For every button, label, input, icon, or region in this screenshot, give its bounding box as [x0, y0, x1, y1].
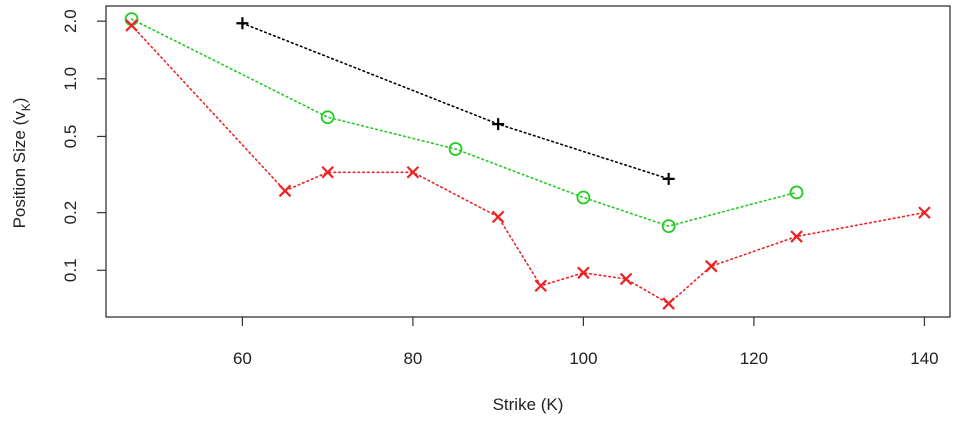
circle-marker: [576, 190, 591, 205]
y-tick-label: 1.0: [61, 67, 80, 91]
y-axis-label-close: ): [10, 98, 29, 104]
x-marker: [278, 184, 292, 198]
y-axis-label-main: Position Size (v: [10, 111, 29, 229]
x-tick-label: 120: [740, 349, 768, 368]
y-tick-label: 0.2: [61, 201, 80, 225]
circle-marker: [661, 219, 676, 234]
y-tick-label: 0.1: [61, 258, 80, 282]
series-plus: [236, 17, 675, 185]
circle-marker: [448, 142, 463, 156]
y-tick-label: 2.0: [61, 9, 80, 33]
x-marker: [125, 19, 138, 32]
x-marker: [790, 230, 803, 243]
series-circle: [124, 12, 804, 234]
x-tick-label: 80: [403, 349, 422, 368]
y-axis: 0.1 0.2 0.5 1.0 2.0: [61, 9, 106, 282]
series-x: [125, 19, 931, 310]
plot-frame: [105, 5, 951, 318]
x-tick-label: 100: [569, 349, 597, 368]
x-axis: 60 80 100 120 140: [233, 317, 939, 368]
y-axis-label: Position Size (vK): [10, 98, 33, 229]
y-tick-label: 0.5: [61, 125, 80, 149]
x-axis-label: Strike (K): [493, 395, 564, 414]
x-marker: [321, 165, 334, 179]
x-marker: [534, 279, 548, 293]
x-marker: [491, 210, 505, 224]
series-line: [130, 18, 798, 227]
x-marker: [577, 266, 590, 280]
plus-marker: [662, 172, 675, 185]
series-line: [130, 24, 926, 305]
plus-marker: [492, 118, 505, 131]
circle-marker: [320, 110, 335, 125]
x-marker: [918, 206, 931, 219]
plus-marker: [236, 17, 249, 30]
y-axis-label-subscript: K: [19, 103, 33, 111]
circle-marker: [789, 185, 804, 200]
series-layer: [124, 12, 931, 310]
x-marker: [662, 297, 675, 310]
x-tick-label: 60: [233, 349, 252, 368]
x-marker: [705, 259, 718, 273]
x-marker: [619, 272, 633, 286]
x-marker: [406, 165, 420, 179]
x-tick-label: 140: [910, 349, 938, 368]
